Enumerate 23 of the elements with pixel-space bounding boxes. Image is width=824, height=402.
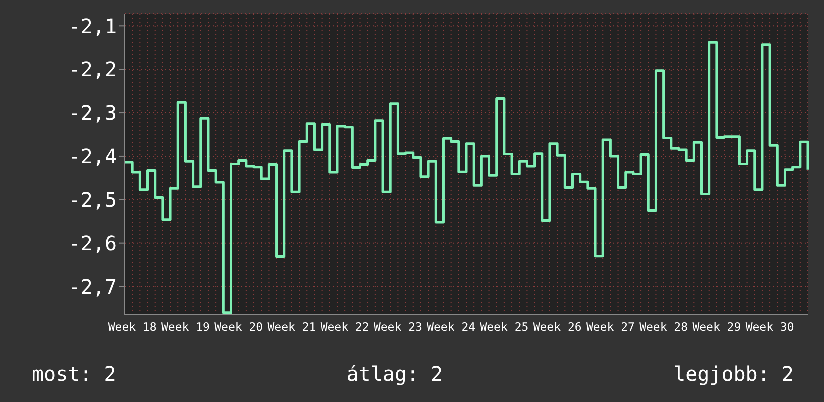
y-tick-label: -2,2 (68, 58, 117, 82)
x-tick-label: Week 19 (161, 320, 210, 334)
x-tick-label: Week 25 (480, 320, 529, 334)
text: most: 2 (32, 362, 116, 386)
x-tick-label: Week 18 (108, 320, 157, 334)
x-tick-label: Week 30 (746, 320, 794, 334)
x-tick-label: Week 23 (374, 320, 423, 334)
y-tick-label: -2,1 (68, 14, 117, 38)
x-tick-label: Week 29 (692, 320, 742, 334)
y-tick-label: -2,3 (68, 101, 117, 126)
y-tick-label: -2,5 (68, 188, 117, 212)
x-tick-label: Week 28 (640, 320, 688, 334)
x-tick-label: Week 24 (427, 320, 476, 334)
x-tick-label: Week 26 (533, 320, 582, 334)
x-tick-label: Week 27 (586, 320, 635, 334)
x-tick-label: Week 20 (214, 320, 264, 334)
y-tick-label: -2,7 (68, 274, 117, 299)
text: legjobb: 2 (674, 362, 794, 386)
x-tick-label: Week 21 (268, 320, 316, 334)
y-tick-label: -2,4 (68, 144, 117, 169)
x-tick-label: Week 22 (320, 320, 370, 334)
y-tick-label: -2,6 (68, 231, 117, 256)
text: átlag: 2 (346, 362, 444, 386)
